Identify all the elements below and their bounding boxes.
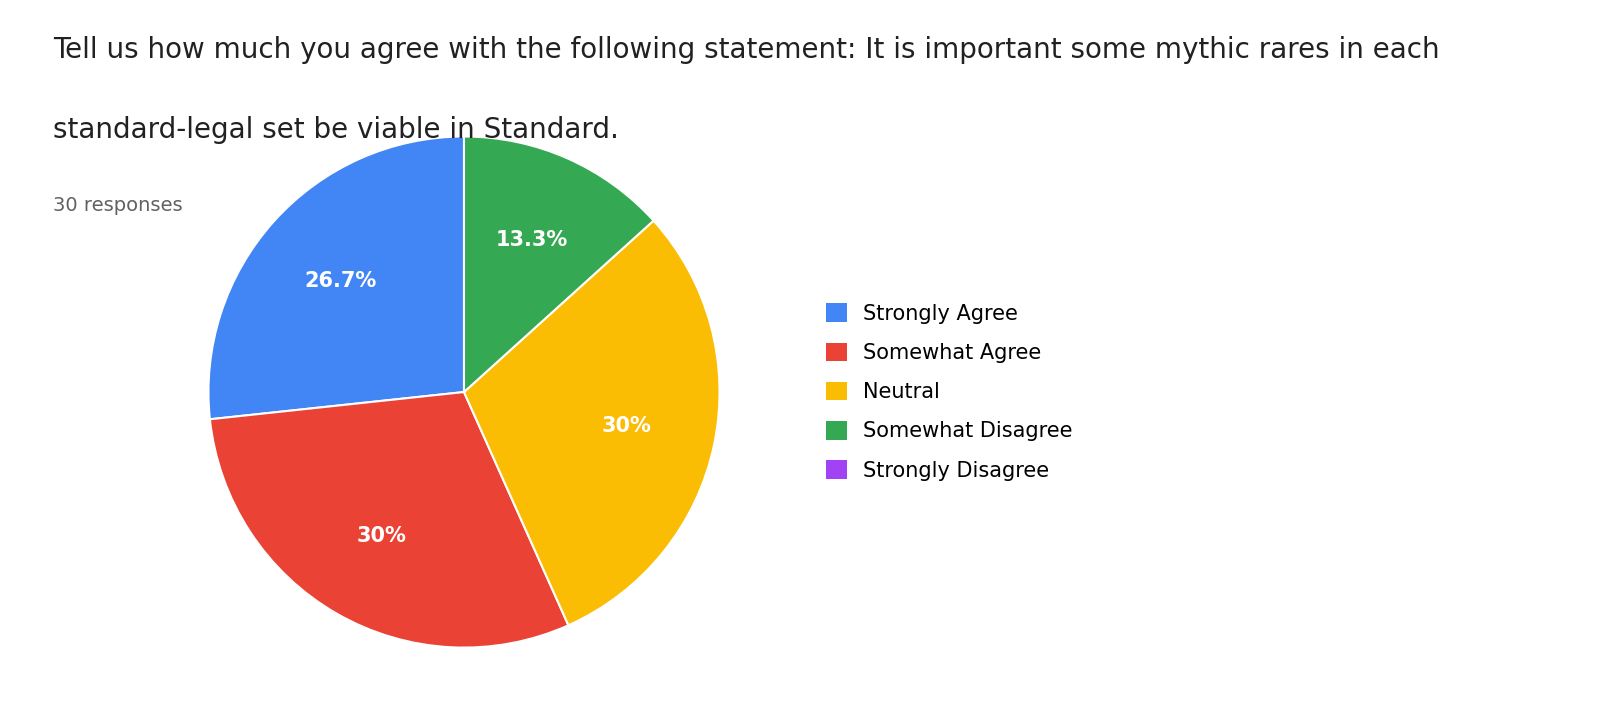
Text: Tell us how much you agree with the following statement: It is important some my: Tell us how much you agree with the foll… (53, 36, 1440, 65)
Text: 30%: 30% (357, 526, 406, 546)
Wedge shape (464, 136, 653, 392)
Text: standard-legal set be viable in Standard.: standard-legal set be viable in Standard… (53, 116, 619, 144)
Wedge shape (464, 221, 720, 625)
Wedge shape (208, 136, 464, 420)
Text: 30 responses: 30 responses (53, 196, 182, 215)
Text: 26.7%: 26.7% (304, 271, 376, 291)
Legend: Strongly Agree, Somewhat Agree, Neutral, Somewhat Disagree, Strongly Disagree: Strongly Agree, Somewhat Agree, Neutral,… (826, 303, 1074, 481)
Text: 13.3%: 13.3% (496, 230, 568, 250)
Text: 30%: 30% (602, 416, 651, 436)
Wedge shape (210, 392, 568, 648)
